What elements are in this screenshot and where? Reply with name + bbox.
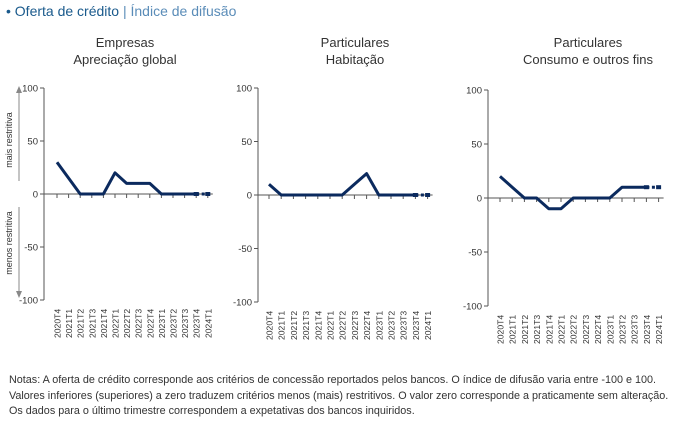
x-tick-label: 2023T4 <box>642 315 652 344</box>
chart-panel-2: Particulares Habitação 100 50 0 -50 -100 2020T4… <box>233 35 433 340</box>
x-tick-label: 2021T3 <box>532 315 542 344</box>
chart-subtitle: Apreciação global <box>73 52 176 67</box>
y-tick-label: 100 <box>22 84 38 95</box>
y-tick-label: -100 <box>463 302 482 313</box>
x-tick-label: 2023T3 <box>399 311 409 340</box>
header-subtitle: Índice de difusão <box>130 3 237 19</box>
data-point-expected <box>643 185 649 190</box>
y-tick-label: 50 <box>241 137 252 148</box>
x-tick-label: 2023T3 <box>180 309 190 338</box>
chart-title: Empresas <box>96 35 155 50</box>
chart-title: Particulares <box>321 35 390 50</box>
x-tick-label: 2020T4 <box>496 315 506 344</box>
x-tick-label: 2022T3 <box>350 311 360 340</box>
x-tick-label: 2021T1 <box>64 309 74 338</box>
x-tick-label: 2021T2 <box>520 315 530 344</box>
data-point-expected <box>205 192 211 196</box>
x-tick-label: 2020T4 <box>265 311 275 340</box>
x-tick-label: 2021T2 <box>76 309 86 338</box>
x-tick-label: 2023T2 <box>618 315 628 344</box>
series-line <box>268 172 416 197</box>
x-tick-label: 2024T1 <box>654 315 664 344</box>
restriction-annotation: mais restritiva menos restritiva <box>4 86 22 298</box>
arrow-down-icon <box>16 291 22 298</box>
x-tick-label: 2022T2 <box>338 311 348 340</box>
chart-notes: Notas: A oferta de crédito corresponde a… <box>9 374 669 417</box>
y-tick-label: 100 <box>466 86 482 97</box>
x-tick-label: 2021T3 <box>301 311 311 340</box>
y-tick-label: -50 <box>238 244 252 255</box>
x-tick-label: 2021T2 <box>289 311 299 340</box>
x-tick-label: 2022T1 <box>111 309 121 338</box>
y-tick-label: 50 <box>27 137 38 148</box>
data-point-expected <box>425 193 431 197</box>
x-tick-label: 2022T2 <box>122 309 132 338</box>
x-tick-label: 2022T3 <box>581 315 591 344</box>
chart-panel-1: Empresas Apreciação global 100 50 0 -50 -100 20… <box>19 35 213 338</box>
y-annotation-upper: mais restritiva <box>4 112 14 168</box>
x-tick-label: 2021T1 <box>277 311 287 340</box>
series-line <box>499 175 647 211</box>
header-bullet: • <box>6 3 11 19</box>
x-tick-label: 2023T2 <box>387 311 397 340</box>
x-tick-label: 2021T3 <box>87 309 97 338</box>
x-tick-label: 2024T1 <box>203 309 213 338</box>
y-annotation-lower: menos restritiva <box>4 211 14 275</box>
x-tick-label: 2021T4 <box>99 309 109 338</box>
page-header: • Oferta de crédito | Índice de difusão <box>6 3 236 19</box>
y-tick-label: 0 <box>33 190 38 201</box>
x-tick-label: 2024T1 <box>423 311 433 340</box>
arrow-up-icon <box>16 86 22 93</box>
y-tick-label: 50 <box>471 140 482 151</box>
x-tick-label: 2023T2 <box>169 309 179 338</box>
y-tick-label: 0 <box>477 194 482 205</box>
charts-area: Empresas Apreciação global 100 50 0 -50 -100 20… <box>4 35 664 344</box>
x-tick-label: 2022T4 <box>362 311 372 340</box>
y-tick-label: 100 <box>236 84 252 95</box>
x-tick-label: 2023T1 <box>605 315 615 344</box>
x-tick-label: 2022T4 <box>145 309 155 338</box>
x-tick-label: 2022T1 <box>326 311 336 340</box>
y-tick-label: -50 <box>468 248 482 259</box>
x-tick-label: 2023T1 <box>157 309 167 338</box>
x-tick-label: 2023T4 <box>192 309 202 338</box>
series-line <box>55 161 197 196</box>
x-tick-label: 2023T3 <box>630 315 640 344</box>
x-tick-label: 2022T3 <box>134 309 144 338</box>
header-title: Oferta de crédito <box>14 3 120 19</box>
header-separator: | <box>122 3 127 19</box>
y-tick-label: -100 <box>233 298 252 309</box>
y-tick-label: -100 <box>19 296 38 307</box>
x-tick-label: 2020T4 <box>53 309 63 338</box>
chart-subtitle: Consumo e outros fins <box>523 52 654 67</box>
chart-title: Particulares <box>554 35 623 50</box>
data-point-expected <box>656 185 662 190</box>
x-tick-label: 2022T2 <box>569 315 579 344</box>
chart-panel-3: Particulares Consumo e outros fins 100 50 0 -… <box>463 35 664 344</box>
x-tick-label: 2021T1 <box>508 315 518 344</box>
y-tick-label: 0 <box>247 191 252 202</box>
x-tick-label: 2021T4 <box>544 315 554 344</box>
x-tick-label: 2023T1 <box>374 311 384 340</box>
x-tick-label: 2022T1 <box>557 315 567 344</box>
x-tick-label: 2022T4 <box>593 315 603 344</box>
chart-subtitle: Habitação <box>326 52 385 67</box>
data-point-expected <box>412 193 418 197</box>
data-point-expected <box>193 192 199 196</box>
x-tick-label: 2021T4 <box>313 311 323 340</box>
x-tick-label: 2023T4 <box>411 311 421 340</box>
y-tick-label: -50 <box>24 243 38 254</box>
